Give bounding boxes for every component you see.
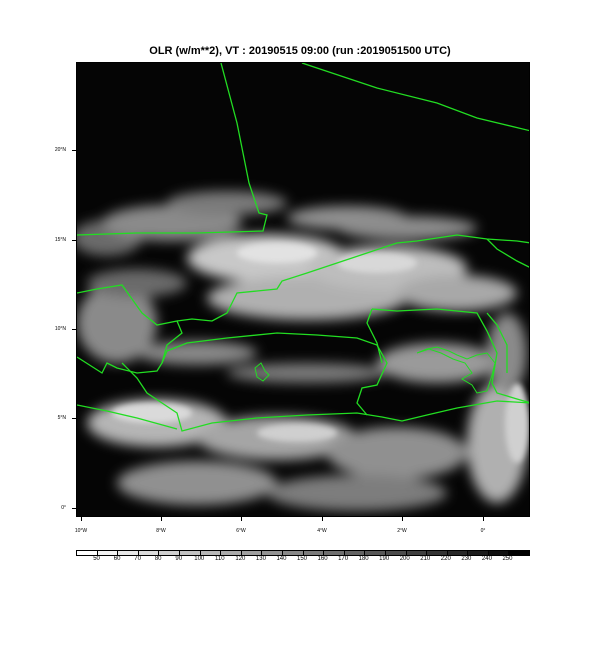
colorbar-label: 100: [194, 556, 205, 562]
colorbar-label: 150: [296, 556, 308, 562]
lon-tick: [483, 517, 484, 521]
lon-label-6w: 6°W: [236, 528, 246, 534]
colorbar-label: 60: [113, 556, 121, 562]
lat-tick: [72, 508, 76, 509]
lat-label-15n: 15°N: [54, 237, 66, 243]
colorbar-swatch: [220, 551, 241, 555]
colorbar-label: 200: [399, 556, 410, 562]
colorbar-label: 50: [93, 556, 100, 562]
colorbar-label: 230: [461, 556, 472, 562]
colorbar-label: 240: [481, 556, 492, 562]
lon-tick: [241, 517, 242, 521]
colorbar-swatch: [281, 551, 303, 555]
colorbar-swatch: [487, 551, 509, 555]
colorbar-label: 210: [420, 556, 431, 562]
colorbar-swatch: [508, 551, 530, 555]
lat-label-5n: 5°N: [57, 415, 66, 421]
colorbar-label: 130: [255, 556, 266, 562]
colorbar-swatch: [77, 551, 97, 555]
colorbar-swatch: [446, 551, 468, 555]
colorbar-swatch: [178, 551, 200, 555]
lon-label-4w: 4°W: [317, 528, 327, 534]
colorbar-swatch: [137, 551, 159, 555]
map-title: OLR (w/m**2), VT : 20190515 09:00 (run :…: [149, 45, 451, 57]
colorbar-label: 190: [379, 556, 390, 562]
colorbar-swatch: [384, 551, 406, 555]
colorbar-swatch: [240, 551, 262, 555]
lon-tick: [322, 517, 323, 521]
colorbar-swatch: [96, 551, 118, 555]
lake-contours: [254, 346, 496, 394]
lon-label-8w: 8°W: [156, 528, 166, 534]
lon-tick: [161, 517, 162, 521]
lon-tick: [402, 517, 403, 521]
colorbar-swatch: [117, 551, 138, 555]
lon-label-10w: 10°W: [74, 528, 88, 534]
country-borders: [77, 63, 529, 432]
bright-cloud-cores: [112, 243, 529, 463]
colorbar-label: 250: [502, 556, 513, 562]
colorbar-label: 80: [154, 556, 162, 562]
lat-tick: [72, 418, 76, 419]
colorbar-swatch: [343, 551, 365, 555]
colorbar-swatch: [323, 551, 344, 555]
lon-tick: [81, 517, 82, 521]
colorbar-label: 70: [134, 556, 141, 562]
colorbar-label: 120: [235, 556, 246, 562]
olr-map: [76, 62, 530, 517]
olr-field: [77, 63, 529, 516]
lat-tick: [72, 150, 76, 151]
lon-label-2w: 2°W: [397, 528, 407, 534]
colorbar-swatch: [302, 551, 324, 555]
colorbar-label: 170: [338, 556, 349, 562]
colorbar-label: 140: [276, 556, 287, 562]
colorbar-swatch: [158, 551, 179, 555]
colorbar-swatch: [467, 551, 488, 555]
colorbar-label: 160: [317, 556, 328, 562]
colorbar-labels: 50 60 70 80 90 100 110 120 130 140 150 160 170 180 190…: [76, 556, 530, 566]
colorbar-swatch: [199, 551, 221, 555]
colorbar-swatch: [405, 551, 427, 555]
lat-tick: [72, 240, 76, 241]
colorbar-label: 220: [440, 556, 451, 562]
lat-label-0: 0°: [61, 505, 66, 511]
colorbar-label: 180: [358, 556, 369, 562]
lat-label-20n: 20°N: [54, 147, 66, 153]
lat-label-10n: 10°N: [54, 326, 66, 332]
lat-tick: [72, 329, 76, 330]
colorbar-label: 90: [175, 556, 183, 562]
colorbar-swatch: [426, 551, 447, 555]
colorbar-label: 110: [215, 556, 225, 562]
colorbar: [76, 550, 530, 556]
lon-label-0: 0°: [480, 528, 486, 534]
colorbar-swatch: [261, 551, 282, 555]
colorbar-swatch: [364, 551, 385, 555]
